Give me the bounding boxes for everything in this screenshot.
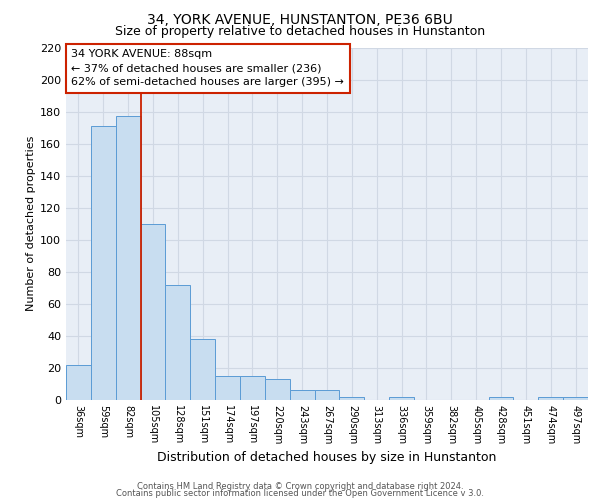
Text: Contains public sector information licensed under the Open Government Licence v : Contains public sector information licen… xyxy=(116,489,484,498)
Bar xyxy=(265,379,290,400)
Bar xyxy=(190,339,215,400)
Bar xyxy=(389,397,414,400)
Bar xyxy=(91,126,116,400)
Bar xyxy=(240,376,265,400)
Text: Size of property relative to detached houses in Hunstanton: Size of property relative to detached ho… xyxy=(115,25,485,38)
Bar xyxy=(140,224,166,400)
Bar xyxy=(538,397,563,400)
Text: Contains HM Land Registry data © Crown copyright and database right 2024.: Contains HM Land Registry data © Crown c… xyxy=(137,482,463,491)
Bar xyxy=(166,284,190,400)
Bar xyxy=(563,397,588,400)
Bar xyxy=(66,365,91,400)
Bar xyxy=(314,390,340,400)
Text: 34 YORK AVENUE: 88sqm
← 37% of detached houses are smaller (236)
62% of semi-det: 34 YORK AVENUE: 88sqm ← 37% of detached … xyxy=(71,50,344,88)
Bar xyxy=(488,397,514,400)
X-axis label: Distribution of detached houses by size in Hunstanton: Distribution of detached houses by size … xyxy=(157,451,497,464)
Bar xyxy=(116,116,140,400)
Y-axis label: Number of detached properties: Number of detached properties xyxy=(26,136,36,312)
Bar xyxy=(340,397,364,400)
Text: 34, YORK AVENUE, HUNSTANTON, PE36 6BU: 34, YORK AVENUE, HUNSTANTON, PE36 6BU xyxy=(147,12,453,26)
Bar xyxy=(290,390,314,400)
Bar xyxy=(215,376,240,400)
